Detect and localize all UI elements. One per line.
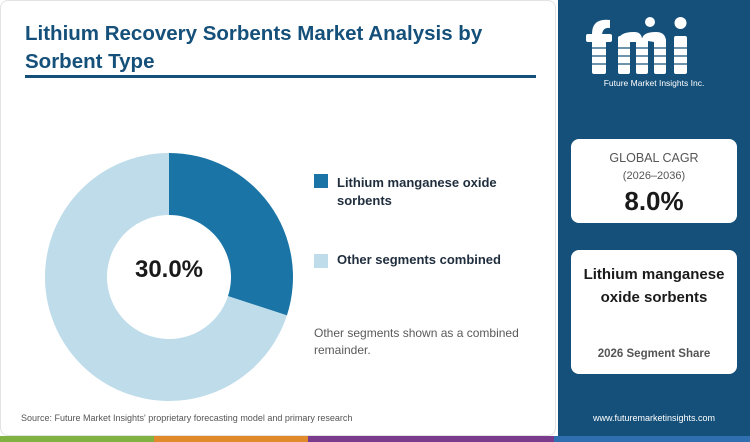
chart-note: Other segments shown as a combined remai… — [314, 326, 519, 357]
legend-label: Other segments combined — [337, 252, 501, 267]
legend-item-lithium-manganese-oxide: Lithium manganese oxide sorbents — [314, 174, 537, 210]
chart-card: Lithium Recovery Sorbents Market Analysi… — [0, 0, 556, 436]
donut-chart — [44, 153, 293, 402]
source-note: Source: Future Market Insights' propriet… — [21, 413, 353, 423]
brand-color-stripe — [0, 436, 750, 442]
segment-share-label: 2026 Segment Share — [597, 348, 711, 360]
legend-swatch — [314, 174, 328, 188]
fmi-logo-icon — [584, 17, 724, 74]
segment-name: Lithium manganese oxide sorbents — [583, 266, 725, 306]
cagr-period: (2026–2036) — [622, 170, 686, 182]
legend-label: Lithium manganese oxide sorbents — [337, 175, 497, 208]
stripe-segment — [0, 436, 154, 442]
cagr-label: GLOBAL CAGR — [609, 151, 699, 165]
segment-share-card: Lithium manganese oxide sorbents 2026 Se… — [571, 250, 737, 374]
fmi-logo: Future Market Insights Inc. — [584, 12, 724, 98]
stripe-segment — [308, 436, 554, 442]
logo-wordmark: Future Market Insights Inc. — [603, 78, 705, 88]
donut-slice-1 — [44, 153, 287, 402]
title-divider — [25, 75, 536, 78]
cagr-value: 8.0% — [624, 186, 684, 216]
sidebar: Future Market Insights Inc. GLOBAL CAGR … — [558, 0, 750, 436]
website-link[interactable]: www.futuremarketinsights.com — [592, 413, 716, 423]
donut-slice-0 — [169, 153, 293, 316]
legend-swatch — [314, 254, 328, 268]
legend-item-other-segments: Other segments combined — [314, 251, 501, 269]
stripe-segment — [554, 436, 750, 442]
stripe-segment — [154, 436, 308, 442]
chart-title: Lithium Recovery Sorbents Market Analysi… — [25, 22, 483, 73]
donut-center-value: 30.0% — [134, 256, 204, 283]
cagr-card: GLOBAL CAGR (2026–2036) 8.0% — [571, 139, 737, 223]
